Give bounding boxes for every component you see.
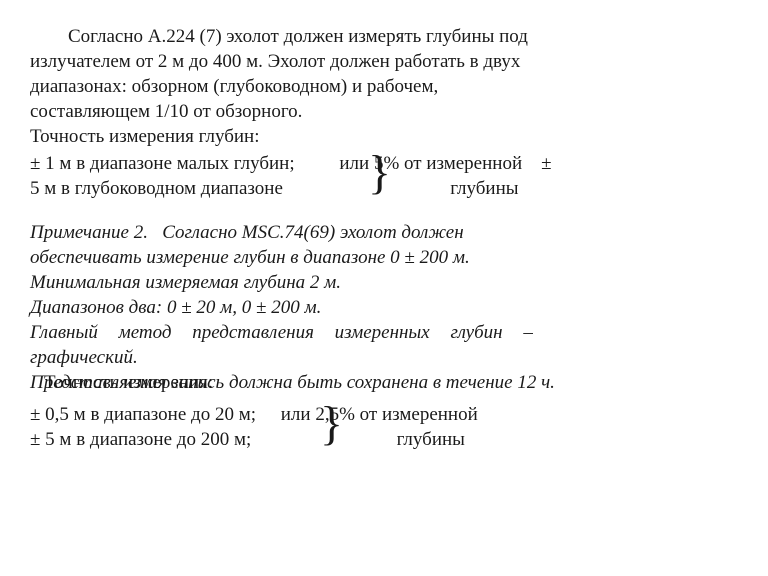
note-p4b: графический. <box>30 345 730 370</box>
accuracy-block-2: ± 0,5 м в диапазоне до 20 м; ± 5 м в диа… <box>30 402 730 452</box>
note-lead: Примечание 2. <box>30 222 148 243</box>
note-p3: Диапазонов два: 0 ± 20 м, 0 ± 200 м. <box>30 295 730 320</box>
accuracy1-left-a: ± 1 м в диапазоне малых глубин; <box>30 151 295 176</box>
note-block: Примечание 2. Согласно MSC.74(69) эхолот… <box>30 220 730 396</box>
para1-line4: составляющем 1/10 от обзорного. <box>30 99 730 124</box>
curly-brace-icon: } <box>368 149 391 197</box>
note-p1a: Согласно MSC.74(69) эхолот должен <box>162 222 463 243</box>
curly-brace-icon: } <box>320 400 343 448</box>
accuracy1-left: ± 1 м в диапазоне малых глубин; 5 м в гл… <box>30 151 295 201</box>
accuracy2-left: ± 0,5 м в диапазоне до 20 м; ± 5 м в диа… <box>30 402 256 452</box>
note-line1: Примечание 2. Согласно MSC.74(69) эхолот… <box>30 220 730 245</box>
accuracy1-left-b: 5 м в глубоководном диапазоне <box>30 176 295 201</box>
note-p2: Минимальная измеряемая глубина 2 м. <box>30 270 730 295</box>
overlap-lines: Представляемая запись должна быть сохран… <box>30 370 730 396</box>
accuracy-block-1: ± 1 м в диапазоне малых глубин; 5 м в гл… <box>30 151 730 201</box>
accuracy2-left-b: ± 5 м в диапазоне до 200 м; <box>30 427 256 452</box>
accuracy-heading-2: Точность измерения: <box>30 370 730 395</box>
para1-line2: излучателем от 2 м до 400 м. Эхолот долж… <box>30 49 730 74</box>
note-p4a: Главный метод представления измеренных г… <box>30 320 730 345</box>
spacer <box>30 202 730 216</box>
note-p1b: обеспечивать измерение глубин в диапазон… <box>30 245 730 270</box>
para1-line3: диапазонах: обзорном (глубоководном) и р… <box>30 74 730 99</box>
para1-line1: Согласно А.224 (7) эхолот должен измерят… <box>30 24 730 49</box>
document-page: Согласно А.224 (7) эхолот должен измерят… <box>0 0 768 576</box>
accuracy2-left-a: ± 0,5 м в диапазоне до 20 м; <box>30 402 256 427</box>
